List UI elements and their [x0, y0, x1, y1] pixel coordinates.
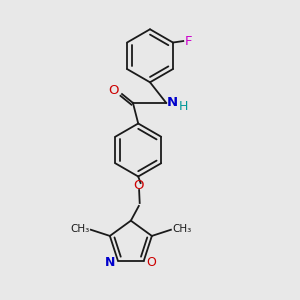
Text: N: N	[167, 95, 178, 109]
Text: CH₃: CH₃	[70, 224, 89, 234]
Text: O: O	[109, 84, 119, 97]
Text: N: N	[105, 256, 116, 269]
Text: CH₃: CH₃	[172, 224, 192, 234]
Text: H: H	[178, 100, 188, 113]
Text: O: O	[133, 179, 143, 192]
Text: O: O	[146, 256, 156, 269]
Text: F: F	[185, 34, 192, 48]
